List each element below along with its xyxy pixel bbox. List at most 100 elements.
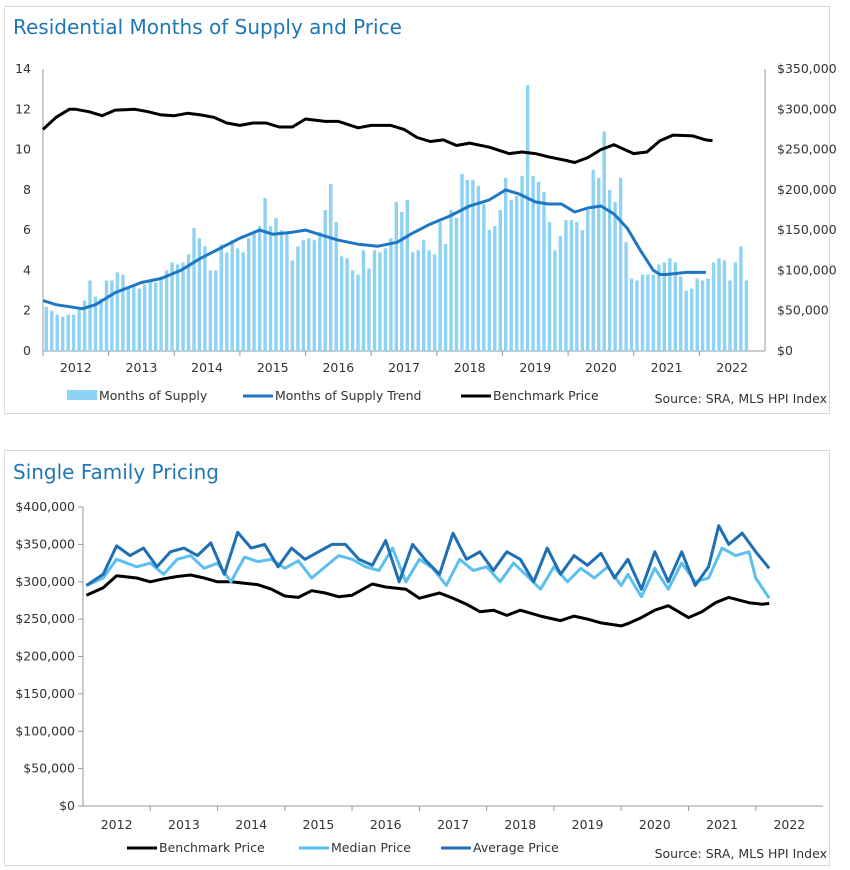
supply-bar [285, 232, 289, 351]
x-tick-label: 2015 [303, 817, 335, 832]
supply-bar [432, 254, 437, 351]
y-right-tick-label: $300,000 [777, 101, 837, 116]
supply-bar [531, 175, 535, 351]
x-tick-label: 2022 [716, 360, 748, 375]
supply-bar [580, 230, 584, 351]
supply-bar [50, 310, 54, 351]
supply-bar [602, 131, 606, 351]
supply-bar [126, 288, 130, 351]
supply-bar [722, 260, 727, 351]
supply-bar [61, 316, 65, 351]
x-tick-label: 2014 [235, 817, 267, 832]
y-tick-label: $350,000 [15, 536, 75, 551]
supply-bar [471, 179, 475, 351]
supply-bar [350, 270, 355, 351]
supply-bar [668, 258, 672, 351]
supply-bar [55, 314, 59, 351]
supply-bar [274, 218, 278, 351]
supply-bar [460, 173, 464, 351]
supply-bar [339, 256, 344, 351]
x-tick-label: 2022 [773, 817, 805, 832]
y-right-tick-label: $50,000 [777, 303, 829, 318]
supply-bar [389, 238, 393, 351]
supply-bar [372, 250, 377, 351]
supply-bar [378, 252, 382, 351]
y-left-tick-label: 10 [15, 142, 31, 157]
supply-trend-line [42, 188, 706, 311]
y-tick-label: $300,000 [15, 574, 75, 589]
supply-bar [301, 240, 306, 351]
supply-bar [345, 258, 349, 351]
supply-bar [438, 222, 442, 351]
legend-label-median: Median Price [331, 840, 411, 855]
supply-bar [236, 248, 240, 351]
supply-bar [93, 296, 98, 351]
supply-bar [181, 262, 185, 351]
supply-bar [132, 286, 136, 351]
supply-bar [465, 179, 470, 351]
supply-bar [476, 185, 481, 351]
supply-bar [214, 270, 218, 351]
supply-bar [225, 252, 229, 351]
supply-bar [44, 306, 48, 351]
supply-price-panel: Residential Months of Supply and Price 0… [4, 6, 837, 414]
x-tick-label: 2017 [388, 360, 420, 375]
y-tick-label: $100,000 [15, 723, 75, 738]
supply-bar [203, 246, 207, 351]
y-tick-label: $400,000 [15, 499, 75, 514]
x-tick-label: 2021 [651, 360, 683, 375]
supply-bar [515, 195, 519, 351]
supply-bar [88, 280, 92, 351]
legend-swatch-months-supply [67, 390, 97, 400]
supply-bar [607, 189, 612, 351]
y-right-tick-label: $250,000 [777, 142, 837, 157]
supply-bar [454, 218, 459, 351]
supply-bar [427, 250, 431, 351]
supply-bar [307, 238, 311, 351]
supply-bar [143, 284, 147, 351]
supply-bar [657, 264, 661, 351]
supply-bar [564, 220, 568, 351]
supply-bar [624, 242, 628, 351]
supply-bar [744, 280, 749, 351]
supply-bar [717, 258, 721, 351]
supply-bar [312, 240, 316, 351]
supply-bar [498, 210, 502, 351]
supply-bar [733, 262, 738, 351]
supply-bar [635, 280, 639, 351]
supply-bar [296, 246, 300, 351]
supply-bar [230, 240, 234, 351]
supply-bar [208, 270, 213, 351]
supply-bar [542, 191, 546, 351]
supply-bar [613, 201, 617, 351]
x-tick-label: 2012 [101, 817, 133, 832]
y-right-tick-label: $0 [777, 343, 793, 358]
supply-bar [241, 252, 245, 351]
supply-bar [148, 280, 152, 351]
supply-bar [662, 262, 666, 351]
y-left-tick-label: 4 [23, 262, 31, 277]
x-tick-label: 2020 [585, 360, 617, 375]
x-tick-label: 2017 [437, 817, 469, 832]
supply-bar [422, 240, 426, 351]
y-right-tick-label: $350,000 [777, 61, 837, 76]
supply-bar [684, 290, 688, 351]
benchmark-price-line [85, 573, 770, 628]
supply-bar [66, 314, 70, 351]
supply-bar [690, 288, 694, 351]
single-family-chart: $0 $50,000 $100,000 $150,000 $200,000 $250,00… [15, 499, 827, 861]
supply-bar [104, 280, 109, 351]
supply-bar [110, 280, 114, 351]
supply-bar [82, 300, 87, 351]
supply-bar [504, 177, 508, 351]
supply-bar [586, 210, 590, 351]
supply-bar [290, 260, 295, 351]
y-tick-label: $200,000 [15, 649, 75, 664]
supply-bar [121, 274, 125, 351]
supply-bar [367, 268, 371, 351]
legend-label-trend: Months of Supply Trend [275, 388, 421, 403]
supply-bar [186, 254, 191, 351]
x-tick-label: 2021 [706, 817, 738, 832]
legend-label-average: Average Price [473, 840, 559, 855]
supply-bar [520, 175, 524, 351]
